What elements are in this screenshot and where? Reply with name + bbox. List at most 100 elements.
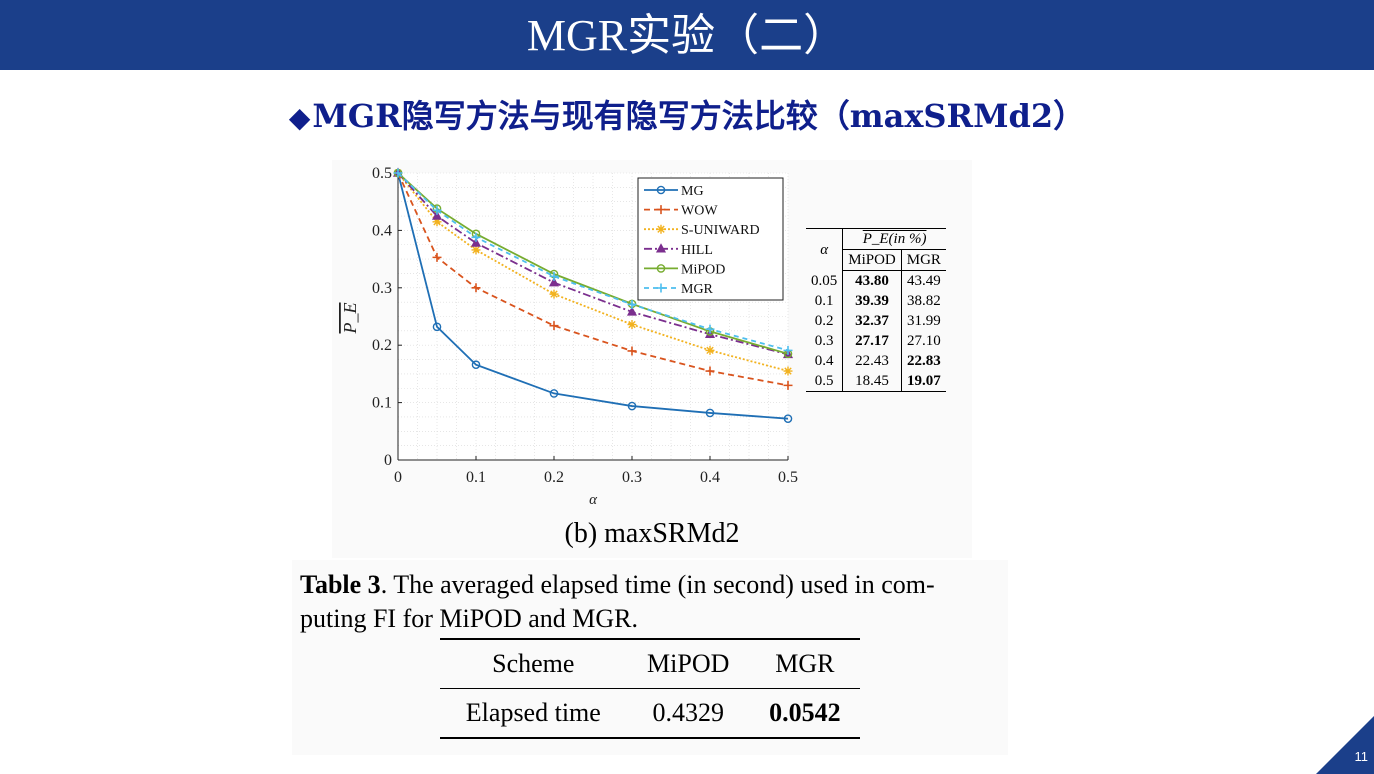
- elapsed-mipod-value: 0.4329: [652, 698, 724, 727]
- elapsed-header-mgr: MGR: [749, 639, 860, 689]
- series-point-s-uniward: [549, 289, 559, 299]
- pe-cell-alpha: 0.05: [806, 270, 844, 291]
- legend-marker: [655, 243, 667, 253]
- pe-cell-mipod: 18.45: [842, 371, 902, 392]
- series-line-mg: [397, 172, 789, 420]
- pe-cell-mgr: 27.10: [906, 333, 941, 349]
- elapsed-header-mipod: MiPOD: [626, 639, 750, 689]
- legend-entry: MiPOD: [681, 262, 725, 277]
- legend-marker: [656, 205, 666, 215]
- y-axis-label: P_E: [340, 303, 360, 335]
- pe-table-row: 0.3 27.17 27.10: [806, 331, 946, 351]
- pe-table-row: 0.5 18.45 19.07: [806, 371, 946, 392]
- figure-caption: (b) maxSRMd2: [564, 518, 740, 549]
- elapsed-time-table: Scheme MiPOD MGR Elapsed time 0.4329 0.0…: [440, 638, 860, 739]
- pe-cell-mgr: 19.07: [901, 371, 946, 392]
- legend-entry: S-UNIWARD: [681, 223, 760, 238]
- diamond-bullet-icon: ◆: [288, 101, 311, 134]
- pe-cell-mgr: 38.82: [906, 293, 941, 309]
- y-tick-label: 0: [384, 452, 392, 469]
- elapsed-table-header-row: Scheme MiPOD MGR: [440, 639, 860, 689]
- series-point-s-uniward: [432, 217, 442, 227]
- series-point-hill: [626, 306, 638, 316]
- elapsed-header-scheme: Scheme: [440, 639, 627, 689]
- legend-entry: MG: [681, 184, 704, 199]
- pe-cell-alpha: 0.3: [806, 331, 844, 351]
- legend-entry: HILL: [681, 243, 713, 258]
- legend-marker: [656, 283, 666, 293]
- series-point-s-uniward: [471, 245, 481, 255]
- pe-cell-mipod: 43.80: [842, 270, 902, 291]
- pe-cell-mipod: 32.37: [842, 311, 902, 331]
- x-tick-label: 0.3: [622, 469, 642, 486]
- series-point-mgr: [471, 232, 481, 242]
- elapsed-mgr-value: 0.0542: [769, 698, 841, 727]
- legend-marker: [656, 224, 666, 234]
- series-point-mg: [783, 414, 793, 423]
- pe-cell-alpha: 0.2: [806, 311, 844, 331]
- series-point-wow: [549, 321, 559, 331]
- x-tick-label: 0.4: [700, 469, 720, 486]
- x-tick-label: 0.5: [778, 469, 798, 486]
- series-point-s-uniward: [627, 320, 637, 330]
- page-number: 11: [1354, 749, 1369, 764]
- header-bar: [0, 0, 1374, 70]
- pe-cell-alpha: 0.1: [806, 291, 844, 311]
- pe-table-alpha-header: α: [806, 228, 844, 271]
- legend-entry: WOW: [681, 204, 718, 219]
- series-point-wow: [705, 366, 715, 376]
- x-tick-label: 0: [394, 469, 402, 486]
- slide-subtitle: ◆MGR隐写方法与现有隐写方法比较（maxSRMd2）: [0, 94, 1374, 140]
- pe-table-subheader-row: MiPOD MGR: [806, 249, 946, 271]
- pe-cell-mipod: 39.39: [842, 291, 902, 311]
- series-point-hill: [431, 210, 443, 220]
- table3-caption: Table 3. The averaged elapsed time (in s…: [300, 568, 1000, 636]
- series-point-mg: [705, 408, 715, 418]
- legend-marker: [656, 185, 666, 195]
- series-point-mgr: [432, 205, 442, 215]
- page-corner-triangle: [1316, 716, 1374, 774]
- series-point-mgr: [783, 345, 793, 355]
- series-point-s-uniward: [783, 366, 793, 376]
- series-point-mgr: [705, 324, 715, 334]
- pe-table-pe-header: P_E(in %): [842, 228, 946, 250]
- series-point-wow: [627, 346, 637, 356]
- pe-cell-mgr: 43.49: [906, 273, 941, 289]
- series-point-mg: [627, 401, 637, 411]
- series-point-hill: [704, 328, 716, 338]
- pe-table-mgr-header: MGR: [901, 249, 946, 271]
- table3-caption-line2: puting FI for MiPOD and MGR.: [300, 604, 639, 633]
- slide-title: MGR实验（二）: [526, 11, 848, 60]
- table3-caption-line1: . The averaged elapsed time (in second) …: [380, 570, 935, 599]
- series-point-wow: [432, 252, 442, 262]
- pe-cell-mipod: 22.43: [842, 351, 902, 371]
- legend-marker: [656, 264, 666, 273]
- pe-table-row: 0.05 43.80 43.49: [806, 270, 946, 291]
- series-point-mgr: [393, 168, 403, 178]
- series-point-wow: [783, 380, 793, 390]
- pe-table-header-row: α P_E(in %): [806, 228, 946, 271]
- series-point-mgr: [627, 299, 637, 309]
- y-tick-label: 0.5: [372, 165, 392, 182]
- series-point-hill: [548, 277, 560, 287]
- series-point-hill: [470, 237, 482, 247]
- pe-table-row: 0.4 22.43 22.83: [806, 351, 946, 371]
- legend-box: [637, 177, 784, 301]
- legend-entry: MGR: [681, 282, 714, 297]
- series-point-wow: [471, 283, 481, 293]
- pe-cell-mgr: 22.83: [906, 353, 941, 369]
- table3-label: Table 3: [300, 570, 381, 599]
- elapsed-row-label: Elapsed time: [465, 698, 601, 727]
- series-point-mg: [549, 389, 559, 398]
- pe-table-row: 0.1 39.39 38.82: [806, 291, 946, 311]
- pe-cell-mipod: 27.17: [842, 331, 902, 351]
- pe-header-text: P_E(in %): [862, 231, 927, 247]
- x-tick-label: 0.1: [466, 469, 486, 486]
- series-point-mgr: [549, 271, 559, 281]
- y-tick-label: 0.3: [372, 280, 392, 297]
- series-point-mg: [471, 360, 481, 370]
- x-axis-label: α: [589, 492, 598, 508]
- pe-table: α P_E(in %) MiPOD MGR 0.05 43.80 43.49 0.1 3…: [806, 228, 946, 392]
- pe-cell-alpha: 0.4: [806, 351, 844, 371]
